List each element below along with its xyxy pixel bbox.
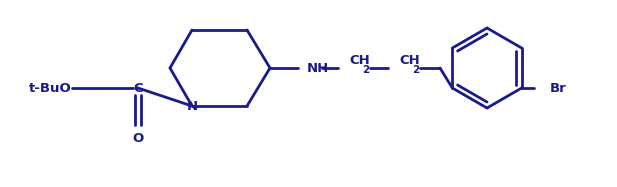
Text: N: N [186,99,197,113]
Text: NH: NH [307,62,329,74]
Text: CH: CH [399,53,420,67]
Text: CH: CH [349,53,370,67]
Text: C: C [133,82,143,94]
Text: t-BuO: t-BuO [28,82,72,94]
Text: O: O [133,131,144,145]
Text: 2: 2 [362,65,369,75]
Text: Br: Br [550,82,566,94]
Text: 2: 2 [412,65,419,75]
